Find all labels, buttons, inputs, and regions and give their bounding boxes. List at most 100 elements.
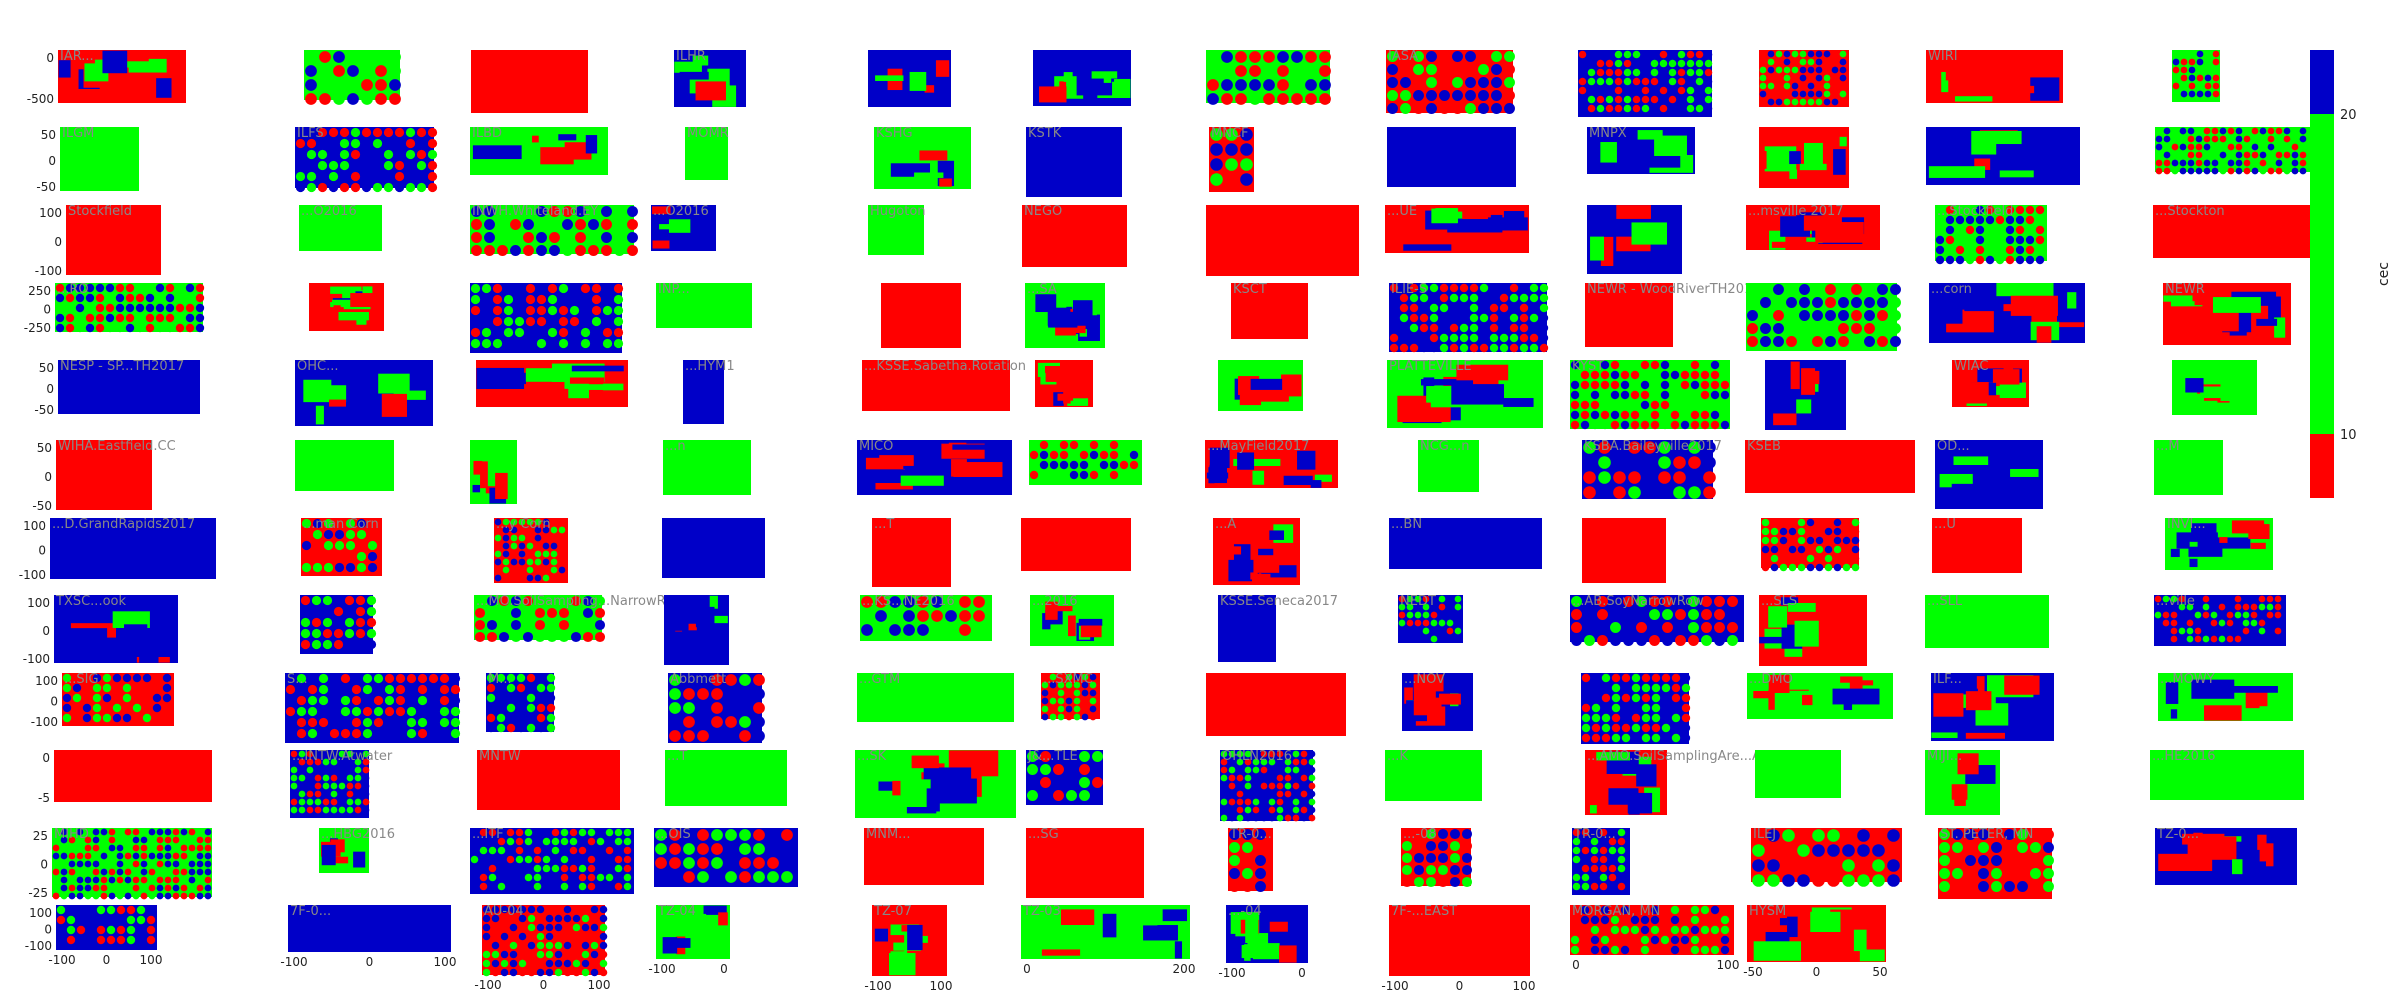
- sample-point: [1069, 440, 1079, 450]
- panel-unnamed-81: [1761, 518, 1860, 572]
- patch-cell: [1773, 413, 1797, 426]
- sample-point: [524, 873, 533, 882]
- sample-point: [92, 836, 100, 844]
- panel-title: HYSM: [1749, 904, 1786, 919]
- panel--amo-soilsamplingare-ale: ...AMO.SoilSamplingAre...ALE: [1585, 749, 1776, 815]
- panel-au-04: AU-04-100 0 100: [474, 904, 610, 992]
- patch-cell: [1753, 690, 1773, 699]
- sample-point: [582, 631, 594, 643]
- patch-cell: [478, 130, 485, 136]
- patch-cell: [2189, 551, 2198, 568]
- sample-point: [590, 905, 599, 914]
- sample-point: [1401, 828, 1413, 840]
- sample-point: [471, 232, 482, 243]
- sample-point: [1791, 98, 1799, 106]
- sample-point: [108, 868, 116, 876]
- sample-point: [92, 683, 102, 693]
- sample-point: [1658, 456, 1671, 469]
- sample-point: [1775, 50, 1783, 58]
- sample-point: [2188, 90, 2196, 98]
- sample-point: [62, 693, 72, 703]
- sample-point: [76, 868, 84, 876]
- sample-point: [140, 860, 148, 868]
- sample-point: [516, 723, 526, 733]
- sample-point: [450, 706, 461, 717]
- sample-point: [172, 884, 180, 892]
- sample-point: [509, 932, 518, 941]
- sample-point: [562, 232, 573, 243]
- sample-point: [1965, 215, 1975, 225]
- sample-point: [2162, 635, 2170, 643]
- sample-point: [394, 182, 405, 193]
- sample-point: [1877, 297, 1888, 308]
- sample-point: [318, 728, 329, 739]
- sample-point: [204, 884, 212, 892]
- sample-point: [1583, 471, 1596, 484]
- sample-point: [2275, 127, 2283, 135]
- sample-point: [339, 171, 350, 182]
- panel-tz-0-: TZ-0...: [2155, 827, 2297, 885]
- sample-point: [1236, 750, 1244, 758]
- sample-point: [697, 716, 709, 728]
- sample-point: [1677, 104, 1686, 113]
- sample-point: [1081, 713, 1089, 721]
- sample-point: [1670, 935, 1680, 945]
- sample-point: [1414, 619, 1422, 627]
- sample-point: [1939, 881, 1950, 892]
- sample-point: [1659, 59, 1668, 68]
- sample-point: [361, 149, 372, 160]
- sample-point: [1605, 104, 1614, 113]
- patch-cell: [1839, 136, 1847, 147]
- sample-point: [614, 864, 623, 873]
- panel-title: NEWR: [2165, 282, 2205, 297]
- patch-cell: [1789, 169, 1798, 179]
- sample-point: [1839, 74, 1847, 82]
- sample-point: [2162, 603, 2170, 611]
- sample-point: [338, 766, 346, 774]
- sample-point: [2291, 151, 2299, 159]
- sample-point: [1752, 874, 1765, 887]
- sample-point: [578, 828, 587, 837]
- sample-point: [1571, 596, 1582, 607]
- panel-title: NCG...n: [1420, 439, 1470, 454]
- sample-point: [1815, 74, 1823, 82]
- sample-point: [1608, 837, 1617, 846]
- sample-point: [518, 566, 526, 574]
- sample-point: [534, 518, 542, 526]
- sample-point: [1059, 440, 1069, 450]
- sample-point: [62, 713, 72, 723]
- sample-point: [588, 232, 599, 243]
- panel-title: ...SG: [1028, 827, 1059, 842]
- sample-point: [1623, 609, 1634, 620]
- sample-point: [204, 876, 212, 884]
- sample-point: [623, 882, 632, 891]
- panel-title: Hugoton: [870, 204, 926, 219]
- patch-cell: [1965, 691, 1992, 711]
- sample-point: [1610, 360, 1620, 370]
- panel-fill: [662, 518, 765, 578]
- sample-point: [614, 846, 623, 855]
- sample-point: [1651, 703, 1661, 713]
- panel-fill: [1022, 205, 1127, 267]
- patch-cell: [2067, 292, 2077, 309]
- sample-point: [1617, 864, 1626, 873]
- sample-point: [2170, 627, 2178, 635]
- sample-point: [1623, 50, 1632, 59]
- sample-point: [1263, 51, 1275, 63]
- y-tick-label: 0: [48, 154, 56, 168]
- panel-fill: [1026, 750, 1103, 805]
- patch-cell: [1833, 149, 1846, 175]
- sample-point: [497, 232, 508, 243]
- sample-point: [578, 873, 587, 882]
- sample-point: [1308, 806, 1316, 814]
- sample-point: [362, 684, 373, 695]
- sample-point: [1636, 635, 1647, 646]
- sample-point: [394, 160, 405, 171]
- sample-point: [1700, 420, 1710, 430]
- sample-point: [524, 855, 533, 864]
- sample-point: [1422, 595, 1430, 603]
- sample-point: [599, 959, 608, 968]
- sample-point: [518, 526, 526, 534]
- sample-point: [1701, 635, 1712, 646]
- sample-point: [2043, 855, 2054, 866]
